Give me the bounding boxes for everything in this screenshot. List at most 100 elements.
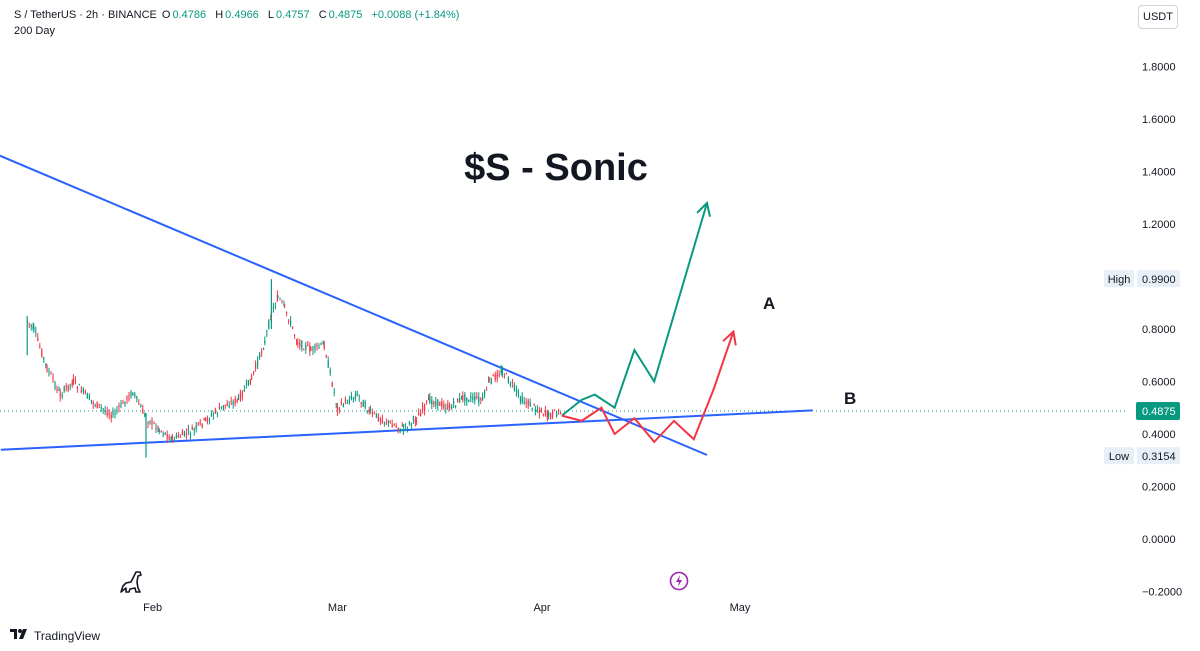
candle-body <box>542 414 544 416</box>
candle-body <box>45 363 47 365</box>
candle-body <box>540 408 542 413</box>
high-marker-label-bg <box>1104 270 1134 288</box>
tradingview-branding[interactable]: TradingView <box>10 627 100 645</box>
candle-body <box>344 399 346 401</box>
candle-body <box>529 402 531 407</box>
candle-body <box>533 403 535 405</box>
candle-body <box>340 401 342 404</box>
candle-body <box>503 375 505 377</box>
candle-body <box>511 382 513 384</box>
x-tick-label: Feb <box>143 602 162 614</box>
candle-body <box>387 420 389 423</box>
candle-body <box>358 396 360 398</box>
candle-body <box>257 360 259 366</box>
candle-body <box>86 393 88 399</box>
candle-body <box>307 344 309 346</box>
candle-body <box>208 419 210 421</box>
candle-body <box>82 388 84 393</box>
candle-body <box>237 396 239 399</box>
candle-body <box>92 402 94 405</box>
candle-body <box>556 412 558 417</box>
candle-body <box>420 412 422 417</box>
y-tick-label: 0.2000 <box>1142 482 1176 494</box>
candle-body <box>443 404 445 409</box>
candle-body <box>441 402 443 407</box>
candle-body <box>286 311 288 314</box>
current-price-tag-label: 0.4875 <box>1142 406 1176 418</box>
candle-body <box>447 403 449 409</box>
candle-body <box>193 428 195 431</box>
candle-body <box>179 436 181 438</box>
candle-body <box>206 417 208 422</box>
y-tick-label: −0.2000 <box>1142 587 1182 599</box>
candle-body <box>426 400 428 403</box>
candle-body <box>203 418 205 420</box>
currency-button[interactable]: USDT <box>1138 5 1178 29</box>
candle-body <box>336 405 338 412</box>
candle-body <box>410 423 412 426</box>
candle-body <box>305 345 307 350</box>
candle-body <box>124 401 126 405</box>
candle-body <box>507 376 509 383</box>
candle-body <box>470 396 472 399</box>
candle-body <box>366 410 368 413</box>
candle-body <box>316 344 318 347</box>
candle-body <box>301 340 303 349</box>
candle-body <box>362 400 364 407</box>
candle-body <box>132 392 134 396</box>
candle-body <box>216 412 218 414</box>
candle-body <box>461 395 463 397</box>
candle-body <box>437 399 439 406</box>
candle-body <box>364 401 366 409</box>
indicator-label[interactable]: 200 Day <box>14 25 55 37</box>
candle-body <box>435 401 437 407</box>
candle-body <box>335 403 337 405</box>
candle-body <box>204 417 206 420</box>
candle-body <box>110 414 112 419</box>
candle-body <box>496 372 498 379</box>
candle-body <box>106 411 108 416</box>
candle-body <box>428 397 430 401</box>
candle-body <box>348 399 350 403</box>
candle-body <box>338 407 340 410</box>
candle-body <box>314 344 316 350</box>
candle-body <box>356 392 358 396</box>
candle-body <box>554 409 556 412</box>
high-marker-value-bg <box>1137 270 1180 288</box>
candle-body <box>500 369 502 374</box>
candle-body <box>80 390 82 393</box>
arrowhead-b <box>722 329 737 346</box>
lightning-icon[interactable] <box>669 571 689 596</box>
candle-body <box>352 397 354 399</box>
candle-body <box>94 404 96 406</box>
candle-body <box>222 405 224 409</box>
candle-body <box>525 401 527 404</box>
candle-body <box>320 343 322 345</box>
candle-body <box>33 326 35 331</box>
candle-body <box>517 391 519 395</box>
candle-body <box>65 386 67 388</box>
candle-body <box>263 348 265 350</box>
y-tick-label: 1.6000 <box>1142 114 1176 126</box>
symbol-title[interactable]: S / TetherUS · 2h · BINANCE <box>14 9 157 21</box>
y-tick-label: 0.0000 <box>1142 534 1176 546</box>
candle-body <box>331 382 333 387</box>
candle-body <box>478 396 480 403</box>
candle-body <box>268 320 270 329</box>
symbol-header: S / TetherUS · 2h · BINANCE O 0.4786 H 0.4… <box>14 9 461 21</box>
candle-body <box>74 379 76 381</box>
low-value: 0.4757 <box>276 9 310 21</box>
candle-body <box>546 411 548 418</box>
x-tick-label: Mar <box>328 602 347 614</box>
candle-body <box>297 342 299 345</box>
candle-body <box>558 410 560 412</box>
candle-body <box>346 403 348 405</box>
candle-body <box>377 415 379 421</box>
candle-body <box>536 409 538 411</box>
candle-body <box>350 395 352 400</box>
current-price-tag <box>1136 402 1180 421</box>
candle-body <box>276 295 278 302</box>
candle-body <box>212 413 214 416</box>
candle-body <box>404 423 406 427</box>
